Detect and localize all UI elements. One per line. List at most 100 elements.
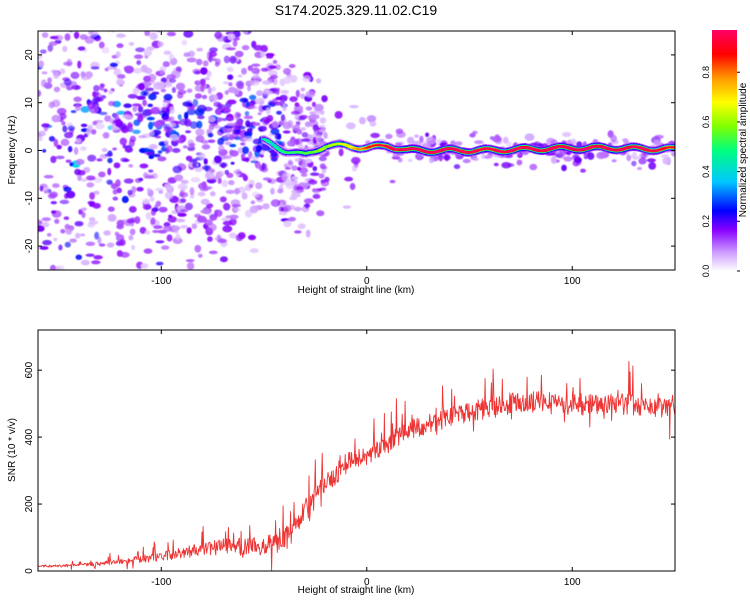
- spectrogram-blob: [124, 21, 131, 27]
- spectrogram-blob: [196, 58, 203, 66]
- spectrogram-blob: [87, 124, 93, 133]
- spectrogram-blob: [59, 199, 70, 205]
- spectrogram-blob: [206, 70, 212, 78]
- spectrogram-blob: [139, 163, 149, 169]
- spectrogram-blob: [50, 155, 57, 164]
- spectrogram-blob: [101, 147, 108, 153]
- spectrogram-blob: [142, 204, 152, 210]
- spectrogram-blob: [226, 117, 235, 121]
- spectrogram-blob: [300, 163, 308, 168]
- spectrogram-blob: [229, 55, 237, 64]
- spectrogram-blob: [319, 117, 327, 124]
- x-tick-label: 100: [564, 276, 581, 287]
- spectrogram-blob: [134, 299, 140, 304]
- spectrogram-blob: [133, 54, 144, 59]
- spectrogram-blob: [177, 92, 184, 99]
- spectrogram-y-ticks: -20 -10 0 10 20: [24, 49, 675, 253]
- spectrogram-blob: [220, 162, 227, 169]
- spectrogram-blob: [279, 94, 288, 102]
- spectrogram-blob: [44, 185, 49, 192]
- spectrogram-blob: [226, 172, 234, 178]
- spectrogram-blob: [169, 78, 177, 83]
- spectrogram-blob: [217, 238, 228, 244]
- spectrogram-blob: [164, 191, 174, 200]
- spectrogram-blob: [241, 153, 246, 160]
- spectrogram-blob: [98, 111, 108, 116]
- spectrogram-blob: [295, 138, 303, 145]
- spectrogram-blob: [87, 276, 91, 281]
- spectrogram-blob: [199, 78, 206, 86]
- spectrogram-blob: [338, 148, 344, 157]
- spectrogram-blob: [236, 112, 242, 118]
- spectrogram-blob: [115, 77, 124, 86]
- spectrogram-blob: [291, 176, 299, 181]
- spectrogram-blob: [294, 158, 302, 162]
- spectrogram-blob: [318, 173, 325, 179]
- spectrogram-blob: [80, 259, 90, 266]
- colorbar-ticks: 0.0 0.2 0.4 0.6 0.8: [701, 66, 740, 277]
- spectrogram-blob: [64, 241, 71, 248]
- spectrogram-blob: [123, 103, 132, 108]
- colorbar-label: Normalized spectral amplitude: [738, 82, 749, 217]
- spectrogram-blob: [95, 295, 101, 301]
- spectrogram-blob: [397, 157, 403, 163]
- spectrogram-blob: [184, 111, 189, 120]
- spectrogram-blob: [159, 81, 165, 90]
- spectrogram-blob: [290, 192, 301, 198]
- spectrogram-blob: [136, 95, 146, 100]
- spectrogram-blob: [283, 204, 292, 213]
- spectrogram-blob: [299, 93, 306, 99]
- spectrogram-blob: [200, 198, 210, 205]
- spectrogram-blob: [138, 135, 147, 139]
- spectrogram-blob: [137, 105, 144, 113]
- spectrogram-blob: [196, 47, 204, 52]
- spectrogram-blob: [81, 12, 86, 20]
- spectrogram-blob: [133, 67, 142, 74]
- spectrogram-blob: [175, 233, 181, 241]
- spectrogram-blob: [143, 49, 153, 57]
- spectrogram-blob: [75, 104, 81, 112]
- spectrogram-blob: [162, 225, 173, 232]
- spectrogram-x-ticks: -100 0 100: [151, 31, 581, 287]
- spectrogram-blob: [221, 217, 230, 221]
- spectrogram-blob: [162, 102, 169, 108]
- spectrogram-blob: [148, 130, 155, 136]
- spectrogram-blob: [229, 214, 239, 220]
- spectrogram-blob: [214, 125, 221, 129]
- spectrogram-blob: [288, 64, 296, 68]
- spectrogram-blob: [250, 200, 256, 205]
- spectrogram-blob: [244, 111, 250, 116]
- spectrogram-blob: [358, 116, 366, 125]
- spectrogram-blob: [305, 229, 311, 238]
- spectrogram-blob: [250, 80, 260, 86]
- spectrogram-blob: [153, 225, 163, 230]
- spectrogram-blob: [203, 158, 208, 165]
- spectrogram-blob: [166, 31, 176, 37]
- spectrogram-blob: [319, 163, 326, 169]
- spectrogram-blob: [653, 140, 660, 147]
- spectrogram-blob: [147, 103, 153, 108]
- spectrogram-blob: [171, 87, 176, 93]
- spectrogram-blob: [290, 110, 301, 115]
- spectrogram-blob: [87, 154, 97, 162]
- spectrogram-blob: [263, 90, 273, 95]
- spectrogram-blob: [87, 200, 96, 205]
- spectrogram-blob: [42, 17, 48, 24]
- spectrogram-blob: [62, 125, 68, 133]
- spectrogram-blob: [310, 172, 320, 176]
- spectrogram-blob: [157, 288, 167, 292]
- spectrogram-blob: [149, 32, 158, 41]
- spectrogram-blob: [323, 132, 328, 139]
- spectrogram-blob: [243, 115, 254, 120]
- spectrogram-blob: [63, 216, 70, 220]
- spectrogram-blob: [247, 85, 251, 92]
- snr-marks: [38, 360, 675, 571]
- spectrogram-blob: [218, 144, 225, 152]
- spectrogram-blob: [48, 41, 58, 46]
- spectrogram-blob: [113, 68, 122, 77]
- spectrogram-blob: [69, 162, 74, 167]
- spectrogram-blob: [148, 155, 154, 159]
- spectrogram-blob: [221, 179, 228, 188]
- spectrogram-blob: [182, 101, 192, 107]
- spectrogram-blob: [185, 130, 192, 134]
